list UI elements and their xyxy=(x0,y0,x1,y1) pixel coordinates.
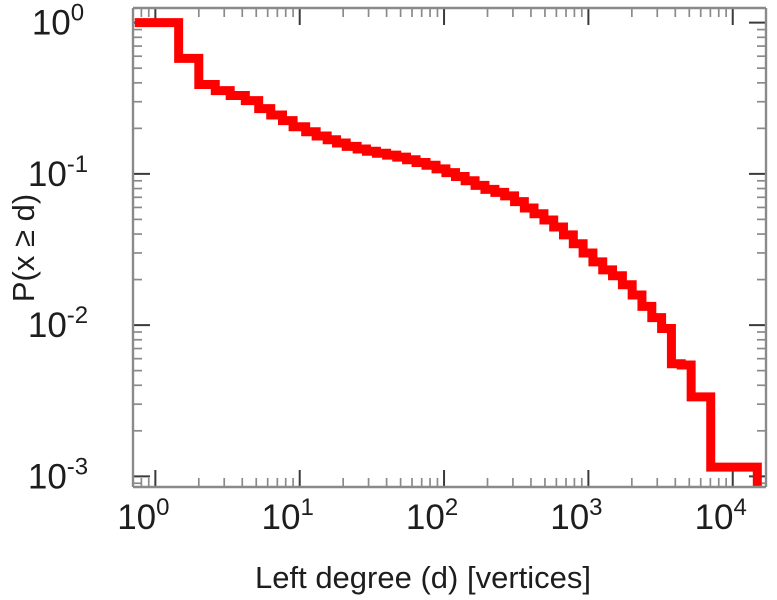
x-axis-title: Left degree (d) [vertices] xyxy=(255,560,591,595)
y-tick-label: 100 xyxy=(32,0,84,43)
x-tick-label: 102 xyxy=(406,494,458,537)
series-left-degree-ccdf xyxy=(134,18,762,487)
data-series-group xyxy=(134,18,762,487)
y-axis-tick-labels: 100 10-1 10-2 10-3 xyxy=(28,0,88,496)
x-axis-tick-labels: 100 101 102 103 104 xyxy=(117,494,747,537)
x-tick-label: 103 xyxy=(550,494,602,537)
plot-background xyxy=(133,8,766,487)
y-tick-label: 10-3 xyxy=(28,453,88,496)
y-tick-label: 10-1 xyxy=(28,151,88,194)
y-tick-label: 10-2 xyxy=(28,302,88,345)
x-tick-label: 101 xyxy=(262,494,314,537)
plot-frame xyxy=(131,6,768,489)
x-axis-ticks-bottom xyxy=(132,470,734,487)
x-tick-label: 104 xyxy=(695,494,747,537)
x-tick-label: 100 xyxy=(117,494,169,537)
y-axis-ticks-right xyxy=(749,21,766,485)
y-axis-title: P(x ≥ d) xyxy=(6,194,41,302)
